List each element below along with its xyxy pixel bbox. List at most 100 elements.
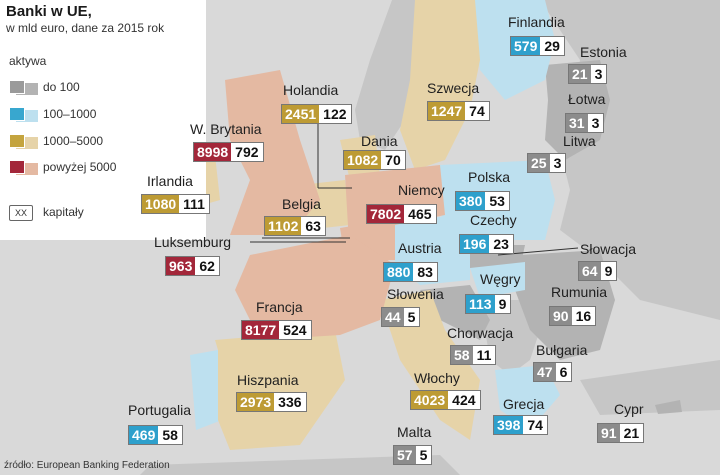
capital-value: 336 bbox=[274, 393, 306, 411]
assets-value: 58 bbox=[451, 346, 473, 364]
value-box-bułgaria: 47 6 bbox=[533, 362, 573, 382]
land-france bbox=[235, 235, 395, 340]
country-name-cypr: Cypr bbox=[614, 401, 644, 417]
value-box-malta: 57 5 bbox=[393, 445, 433, 465]
land-sweden bbox=[400, 0, 480, 170]
chart-title: Banki w UE, bbox=[6, 3, 92, 20]
assets-value: 91 bbox=[598, 424, 620, 442]
chart-subtitle: w mld euro, dane za 2015 rok bbox=[6, 21, 165, 35]
land-cyprus bbox=[655, 400, 682, 414]
capital-value: 6 bbox=[555, 363, 572, 381]
legend-capital: XX kapitały bbox=[9, 205, 84, 221]
assets-value: 469 bbox=[129, 426, 159, 444]
value-box-niemcy: 7802 465 bbox=[366, 204, 437, 224]
land-hungary bbox=[470, 262, 525, 298]
capital-value: 23 bbox=[489, 235, 513, 253]
value-box-portugalia: 469 58 bbox=[128, 425, 183, 445]
capital-value: 3 bbox=[587, 114, 604, 132]
country-name-szwecja: Szwecja bbox=[427, 80, 480, 96]
value-box-słowacja: 64 9 bbox=[578, 261, 618, 281]
country-name-włochy: Włochy bbox=[414, 370, 460, 386]
capital-value: 465 bbox=[404, 205, 436, 223]
assets-value: 25 bbox=[528, 154, 550, 172]
capital-badge: XX bbox=[9, 205, 33, 221]
value-box-rumunia: 90 16 bbox=[549, 306, 597, 326]
country-name-czechy: Czechy bbox=[470, 212, 517, 228]
assets-value: 47 bbox=[534, 363, 556, 381]
capital-value: 5 bbox=[403, 308, 420, 326]
assets-value: 113 bbox=[466, 295, 495, 313]
legend-label: 1000–5000 bbox=[43, 134, 104, 148]
country-name-polska: Polska bbox=[468, 169, 511, 185]
country-name-luksemburg: Luksemburg bbox=[154, 234, 232, 250]
country-name-w-brytania: W. Brytania bbox=[190, 121, 262, 137]
legend-swatch bbox=[9, 160, 25, 174]
capital-value: 524 bbox=[279, 321, 311, 339]
capital-value: 111 bbox=[179, 195, 209, 213]
value-box-czechy: 196 23 bbox=[459, 234, 514, 254]
capital-label: kapitały bbox=[43, 205, 84, 220]
legend-swatch bbox=[9, 107, 25, 121]
value-box-litwa: 25 3 bbox=[527, 153, 567, 173]
assets-value: 1247 bbox=[428, 102, 466, 120]
assets-value: 579 bbox=[511, 37, 541, 55]
country-name-dania: Dania bbox=[361, 133, 398, 149]
capital-value: 74 bbox=[523, 416, 547, 434]
value-box-dania: 1082 70 bbox=[343, 150, 406, 170]
assets-value: 31 bbox=[566, 114, 588, 132]
capital-value: 424 bbox=[448, 391, 480, 409]
country-name-austria: Austria bbox=[398, 240, 442, 256]
assets-value: 963 bbox=[166, 257, 196, 275]
land-uk bbox=[225, 70, 320, 235]
value-box-irlandia: 1080 111 bbox=[141, 194, 210, 214]
country-name-finlandia: Finlandia bbox=[508, 14, 565, 30]
capital-value: 62 bbox=[195, 257, 219, 275]
value-box-łotwa: 31 3 bbox=[565, 113, 605, 133]
land-portugal bbox=[190, 350, 222, 430]
land-baltics bbox=[545, 60, 610, 160]
legend-label: do 100 bbox=[43, 80, 80, 94]
value-box-luksemburg: 963 62 bbox=[165, 256, 220, 276]
capital-value: 3 bbox=[549, 154, 566, 172]
assets-value: 380 bbox=[456, 192, 486, 210]
country-name-estonia: Estonia bbox=[580, 44, 627, 60]
value-box-belgia: 1102 63 bbox=[264, 216, 326, 236]
capital-value: 53 bbox=[485, 192, 509, 210]
assets-value: 1082 bbox=[344, 151, 382, 169]
assets-value: 7802 bbox=[367, 205, 405, 223]
country-name-grecja: Grecja bbox=[503, 396, 545, 412]
country-name-portugalia: Portugalia bbox=[128, 402, 192, 418]
land-turkey bbox=[580, 360, 720, 415]
value-box-finlandia: 579 29 bbox=[510, 36, 565, 56]
assets-value: 1102 bbox=[265, 217, 302, 235]
legend-heading: aktywa bbox=[9, 54, 47, 68]
capital-value: 16 bbox=[571, 307, 596, 325]
value-box-francja: 8177 524 bbox=[241, 320, 312, 340]
capital-value: 792 bbox=[231, 143, 263, 161]
assets-value: 90 bbox=[550, 307, 572, 325]
value-box-cypr: 91 21 bbox=[597, 423, 645, 443]
country-name-słowacja: Słowacja bbox=[580, 241, 637, 257]
country-name-łotwa: Łotwa bbox=[568, 91, 606, 107]
value-box-włochy: 4023 424 bbox=[410, 390, 481, 410]
assets-value: 4023 bbox=[411, 391, 449, 409]
value-box-w-brytania: 8998 792 bbox=[193, 142, 264, 162]
capital-value: 74 bbox=[465, 102, 489, 120]
land-africa bbox=[140, 455, 460, 475]
country-name-litwa: Litwa bbox=[563, 133, 596, 149]
value-box-chorwacja: 58 11 bbox=[450, 345, 497, 365]
legend-label: powyżej 5000 bbox=[43, 160, 117, 174]
country-name-holandia: Holandia bbox=[283, 82, 339, 98]
value-box-hiszpania: 2973 336 bbox=[236, 392, 307, 412]
capital-value: 3 bbox=[590, 65, 607, 83]
assets-value: 2451 bbox=[282, 105, 320, 123]
country-name-malta: Malta bbox=[397, 424, 432, 440]
capital-value: 83 bbox=[413, 263, 437, 281]
country-name-irlandia: Irlandia bbox=[147, 173, 193, 189]
value-box-słowenia: 44 5 bbox=[381, 307, 421, 327]
source-note: źródło: European Banking Federation bbox=[4, 460, 170, 471]
capital-value: 122 bbox=[319, 105, 351, 123]
country-name-hiszpania: Hiszpania bbox=[237, 372, 299, 388]
assets-value: 1080 bbox=[142, 195, 180, 213]
